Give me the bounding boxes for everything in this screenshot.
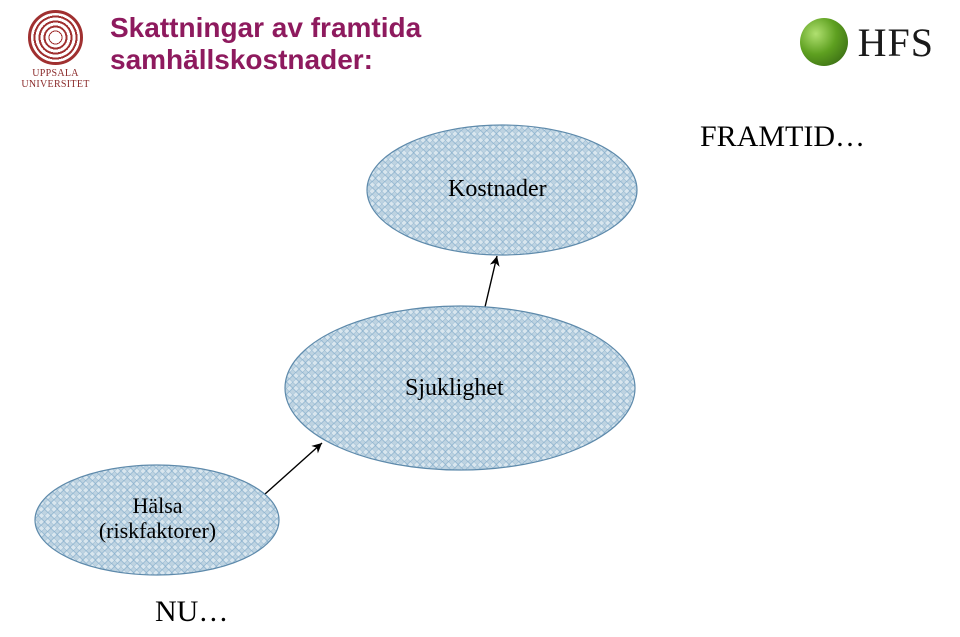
- nu-label: NU…: [155, 595, 228, 629]
- edge-sjuklighet-kostnader: [485, 256, 497, 307]
- node-label-halsa: Hälsa (riskfaktorer): [70, 493, 245, 544]
- framtid-label: FRAMTID…: [700, 120, 865, 154]
- node-label-sjuklighet: Sjuklighet: [405, 375, 504, 402]
- edge-halsa-sjuklighet: [265, 443, 322, 494]
- node-label-kostnader: Kostnader: [448, 176, 547, 203]
